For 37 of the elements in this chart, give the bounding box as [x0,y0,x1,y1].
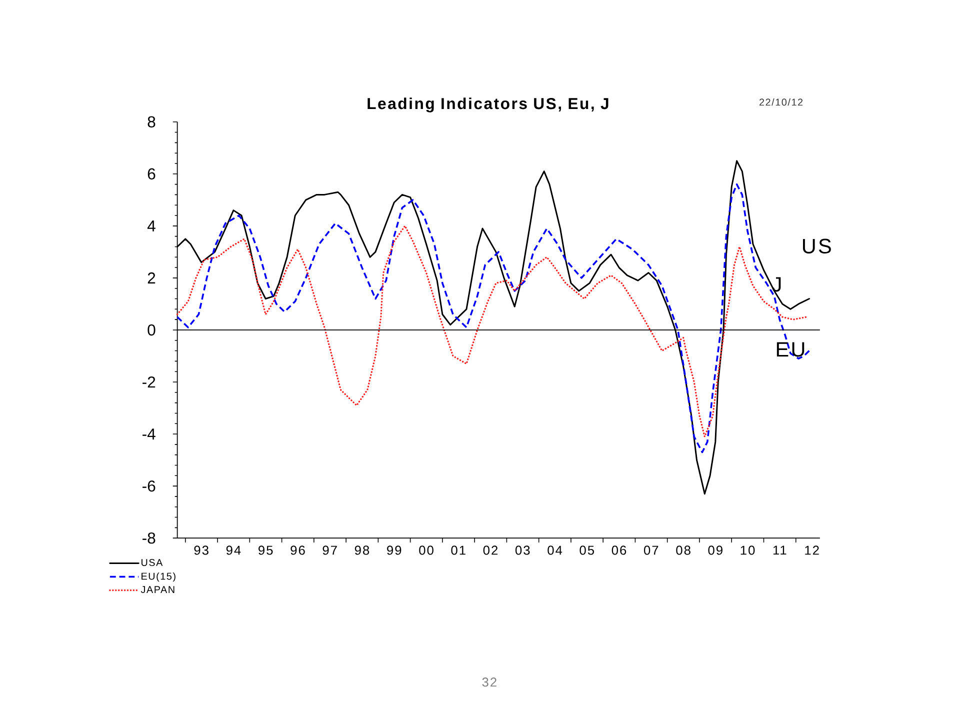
x-tick-label: 93 [194,546,208,555]
x-tick-label: 12 [805,546,819,555]
x-tick-label: 00 [419,546,434,555]
chart-title: Leading Indicators US, Eu, J [368,98,608,113]
chart-subtitle: 22/10/12 [760,98,803,106]
x-tick-label: 97 [322,546,337,555]
y-tick-label: 8 [148,116,156,128]
y-tick-label: -8 [142,532,156,544]
x-tick-label: 05 [580,546,594,555]
x-tick-label: 95 [258,546,273,555]
x-tick-label: 99 [387,546,402,555]
x-tick-label: 94 [226,546,241,555]
x-tick-label: 04 [548,546,562,555]
x-tick-label: 96 [290,546,305,555]
y-tick-label: -6 [142,480,156,492]
y-tick-label: 0 [148,324,156,336]
y-tick-label: -4 [142,428,156,440]
y-tick-label: 6 [148,168,156,180]
x-tick-label: 09 [708,546,722,555]
x-tick-label: 11 [773,546,786,555]
y-tick-label: -2 [142,376,156,388]
x-tick-label: 10 [740,546,755,555]
legend-label: USA [142,559,163,566]
annotation: EU [776,342,804,357]
y-tick-label: 2 [148,272,156,284]
y-tick-label: 4 [147,220,156,232]
x-tick-label: 06 [612,546,626,555]
x-tick-label: 02 [483,546,498,555]
x-tick-label: 03 [515,546,530,555]
text: 32 [482,678,496,687]
x-tick-label: 98 [354,546,370,555]
legend-label: JAPAN [140,586,174,594]
x-tick-label: 07 [644,546,658,555]
x-tick-label: 08 [676,546,690,555]
legend-label: EU(15) [142,572,176,582]
annotation: US [803,238,831,254]
x-tick-label: 01 [451,546,466,555]
